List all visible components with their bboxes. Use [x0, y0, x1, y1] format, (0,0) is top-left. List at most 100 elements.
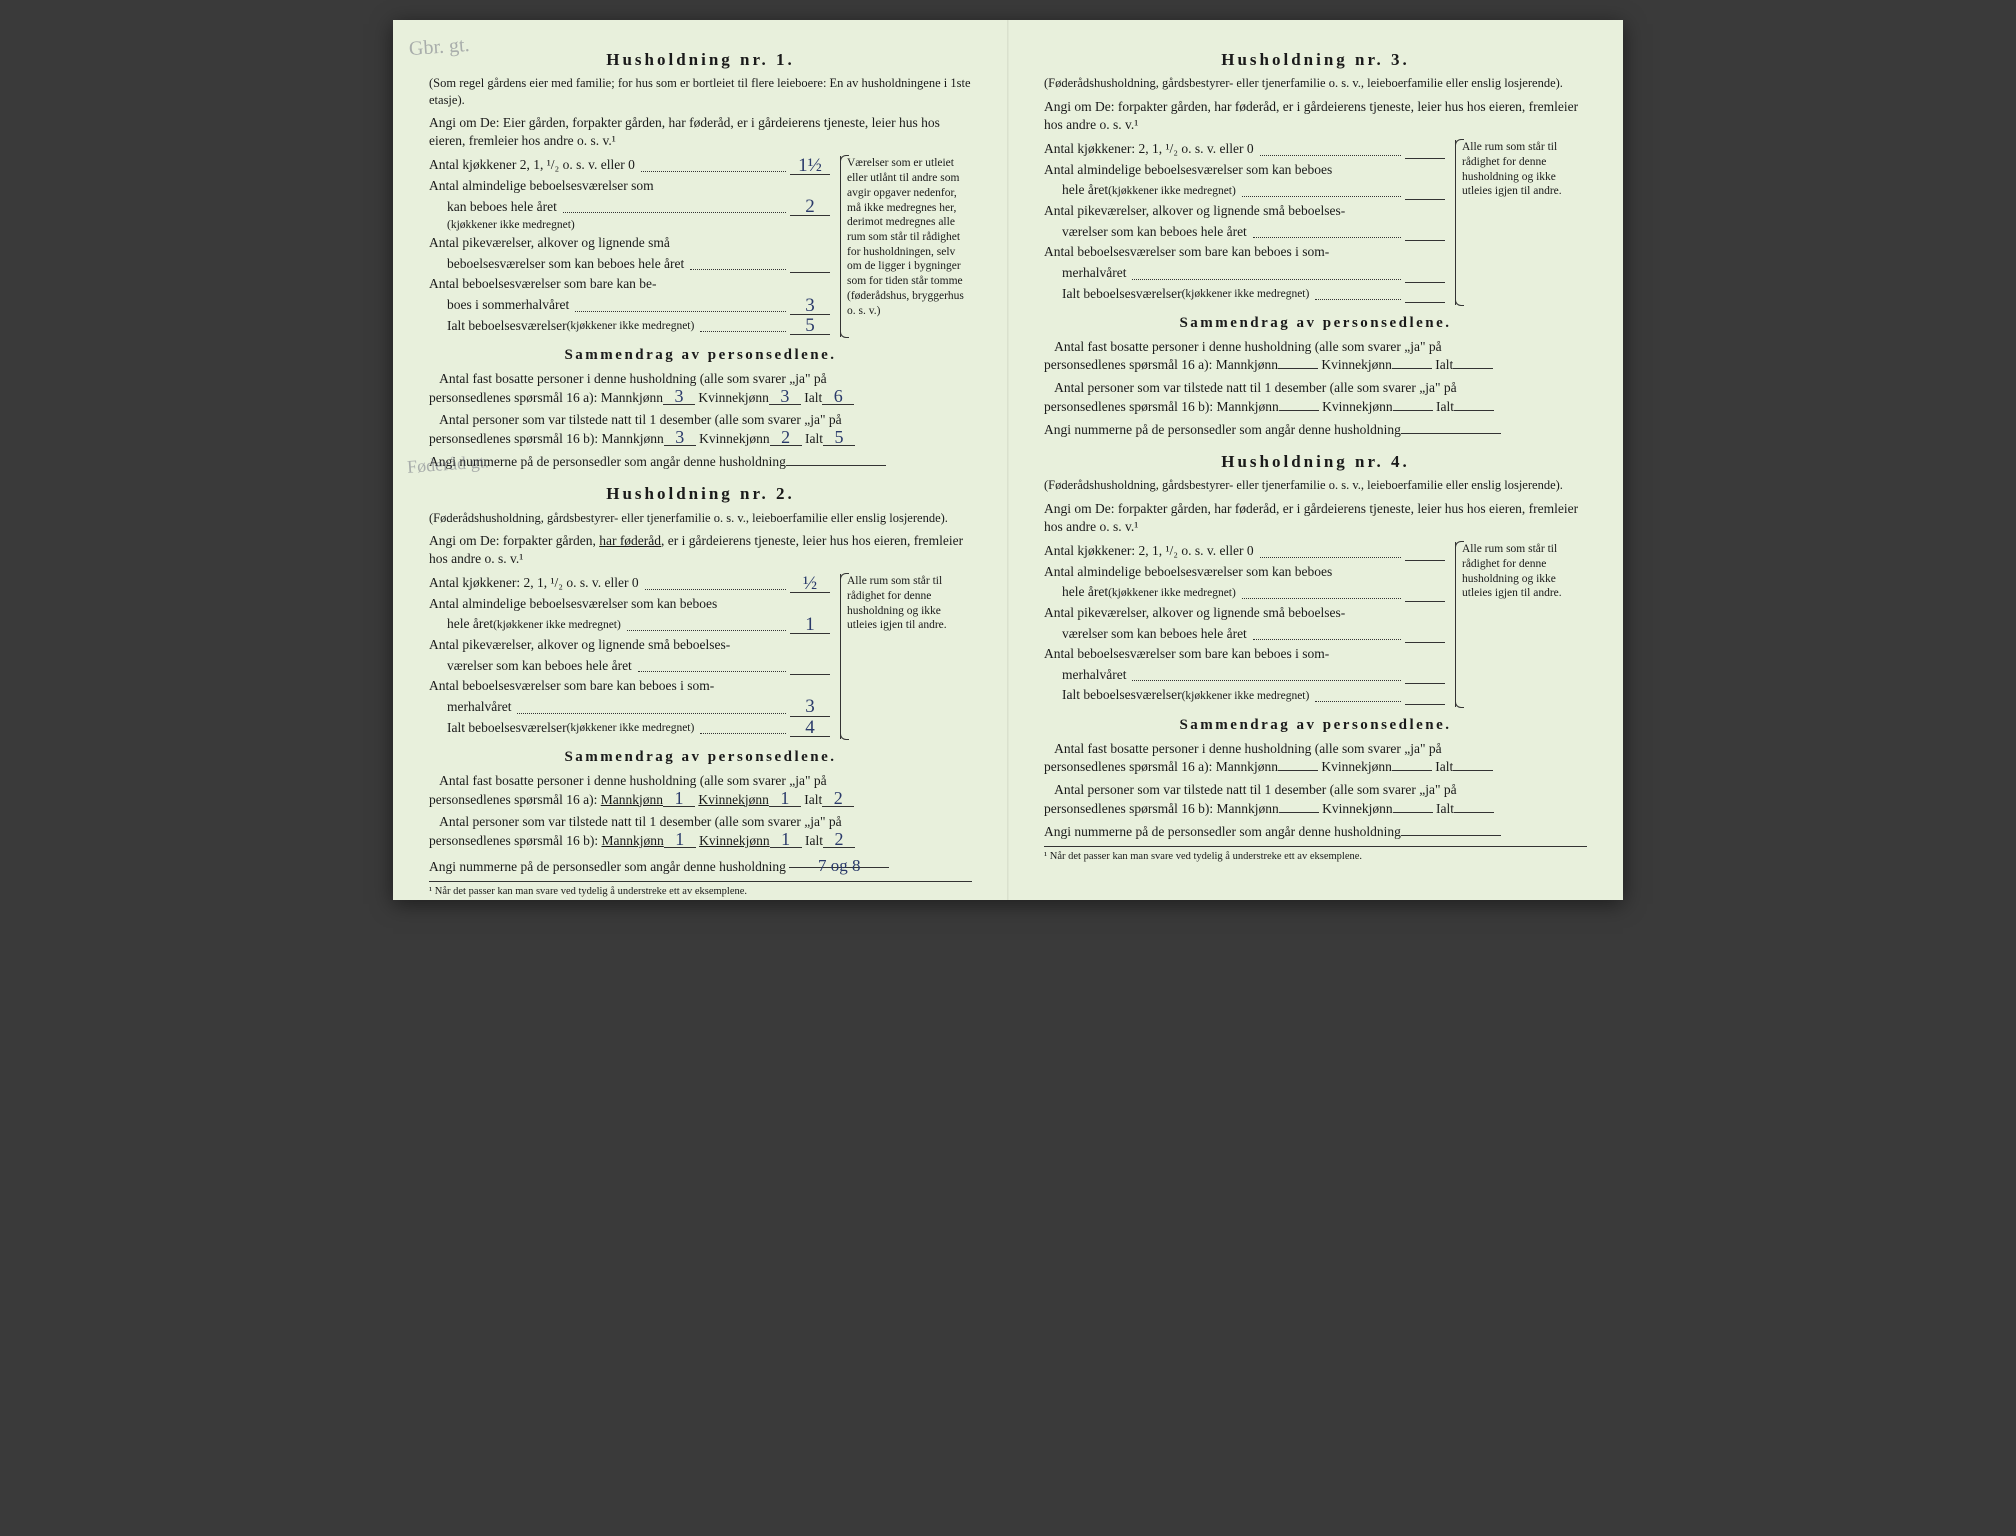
h4-questions-block: Antal kjøkkener: 2, 1, ¹/₂ o. s. v. elle…: [1044, 542, 1587, 707]
q-sum2a: Antal beboelsesværelser som bare kan beb…: [429, 677, 714, 696]
lt4a: Antal personer som var tilstede natt til…: [1054, 782, 1457, 797]
q-pike2b: værelser som kan beboes hele året: [447, 657, 632, 676]
angi-label: Angi om De:: [429, 115, 500, 130]
h3-16a-k: [1392, 368, 1432, 369]
l2b: personsedlenes spørsmål 16 a):: [429, 792, 597, 807]
l2a: Antal fast bosatte personer i denne hush…: [439, 773, 827, 788]
h3-16b-k: [1393, 410, 1433, 411]
li4: Ialt: [1435, 759, 1453, 774]
h2-nums-val: 7 og 8: [789, 854, 889, 868]
h1-nums-val: [786, 452, 886, 466]
left-page: Gbr. gt. Husholdning nr. 1. (Som regel g…: [393, 20, 1008, 900]
lk4: Kvinnekjønn: [1321, 759, 1392, 774]
angi-label3: Angi om De:: [1044, 99, 1115, 114]
h2-ans-summer: 3: [790, 698, 830, 716]
h1-ans-total: 5: [790, 317, 830, 335]
h1-title: Husholdning nr. 1.: [429, 48, 972, 71]
angi-label4: Angi om De:: [1044, 501, 1115, 516]
h2-underlined: har føderåd: [599, 533, 661, 548]
lbl-kvinne2: Kvinnekjønn: [699, 431, 770, 446]
lt3a: Antal personer som var tilstede natt til…: [1054, 380, 1457, 395]
q-year-a: Antal almindelige beboelsesværelser som: [429, 177, 654, 196]
h3-16b-m: [1279, 410, 1319, 411]
h1-instr-text: Eier gården, forpakter gården, har føder…: [429, 115, 940, 148]
pencil-annotation-top: Gbr. gt.: [408, 32, 470, 64]
h1-16b: Antal personer som var tilstede natt til…: [429, 411, 972, 448]
q-year-b: kan beboes hele året: [447, 198, 557, 217]
h4-subtitle: (Føderådshusholdning, gårdsbestyrer- ell…: [1044, 477, 1587, 493]
q-summer-a: Antal beboelsesværelser som bare kan be-: [429, 275, 657, 294]
kn6: (kjøkkener ikke medregnet): [1108, 586, 1236, 602]
li2: Ialt: [804, 792, 822, 807]
lm2: Mannkjønn: [601, 792, 663, 807]
h4-16a-k: [1392, 770, 1432, 771]
dots: [641, 171, 786, 172]
lbl-ialt: Ialt: [804, 390, 822, 405]
h1-16a-k: 3: [769, 389, 801, 405]
h4-ans-year: [1405, 601, 1445, 602]
h2-title: Husholdning nr. 2.: [429, 482, 972, 505]
dots: [638, 671, 786, 672]
q-kitchens4: Antal kjøkkener: 2, 1, ¹/₂ o. s. v. elle…: [1044, 542, 1254, 561]
q-kitchens: Antal kjøkkener 2, 1, ¹/₂ o. s. v. eller…: [429, 156, 635, 175]
h1-sammen-title: Sammendrag av personsedlene.: [429, 345, 972, 366]
angi-label2: Angi om De:: [429, 533, 500, 548]
h3-nums: Angi nummerne på de personsedler som ang…: [1044, 420, 1587, 440]
lbl-mann2: Mannkjønn: [601, 431, 663, 446]
dots: [1253, 639, 1401, 640]
lm3b: Mannkjønn: [1216, 399, 1278, 414]
h2-questions-block: Antal kjøkkener: 2, 1, ¹/₂ o. s. v. elle…: [429, 574, 972, 739]
q-ialt3: Ialt beboelsesværelser: [1062, 285, 1182, 304]
q-pike3b: værelser som kan beboes hele året: [1062, 223, 1247, 242]
q-year3b: hele året: [1062, 181, 1108, 200]
q-summer-b: boes i sommerhalvåret: [447, 296, 569, 315]
h3-16a-i: [1453, 368, 1493, 369]
h1-subtitle: (Som regel gårdens eier med familie; for…: [429, 75, 972, 108]
lbl-16a-a: Antal fast bosatte personer i denne hush…: [439, 371, 827, 386]
ln4: Angi nummerne på de personsedler som ang…: [1044, 824, 1401, 839]
h2-instruction: Angi om De: forpakter gården, har føderå…: [429, 532, 972, 568]
h3-ans-total: [1405, 302, 1445, 303]
kn3: (kjøkkener ikke medregnet): [567, 721, 695, 737]
lbl-16a-b: personsedlenes spørsmål 16 a):: [429, 390, 597, 405]
h3-16b: Antal personer som var tilstede natt til…: [1044, 379, 1587, 416]
h4-instruction: Angi om De: forpakter gården, har føderå…: [1044, 500, 1587, 536]
dots: [563, 212, 786, 213]
dots: [1260, 557, 1401, 558]
q-sum4b: merhalvåret: [1062, 666, 1126, 685]
h2-16b-i: 2: [823, 832, 855, 848]
q-sum3a: Antal beboelsesværelser som bare kan beb…: [1044, 243, 1329, 262]
h1-ans-kitchens: 1½: [790, 157, 830, 175]
h4-16b-i: [1454, 812, 1494, 813]
kn5: (kjøkkener ikke medregnet): [1182, 287, 1310, 303]
lm4: Mannkjønn: [1216, 759, 1278, 774]
h2-sammen-title: Sammendrag av personsedlene.: [429, 747, 972, 768]
h1-16a: Antal fast bosatte personer i denne hush…: [429, 370, 972, 407]
q-year4b: hele året: [1062, 583, 1108, 602]
dots: [690, 269, 786, 270]
q-kitchens3: Antal kjøkkener: 2, 1, ¹/₂ o. s. v. elle…: [1044, 140, 1254, 159]
kjokk-note: (kjøkkener ikke medregnet): [429, 218, 830, 234]
h1-instruction: Angi om De: Eier gården, forpakter gårde…: [429, 114, 972, 150]
dots: [517, 713, 786, 714]
q-pike4b: værelser som kan beboes hele året: [1062, 625, 1247, 644]
q-year2a: Antal almindelige beboelsesværelser som …: [429, 595, 717, 614]
li4b: Ialt: [1436, 801, 1454, 816]
ln2: Angi nummerne på de personsedler som ang…: [429, 859, 786, 874]
h3-questions-block: Antal kjøkkener: 2, 1, ¹/₂ o. s. v. elle…: [1044, 140, 1587, 305]
q-year4a: Antal almindelige beboelsesværelser som …: [1044, 563, 1332, 582]
h4-ans-pike: [1405, 642, 1445, 643]
h3-ans-kitchens: [1405, 158, 1445, 159]
h2-subtitle: (Føderådshusholdning, gårdsbestyrer- ell…: [429, 510, 972, 526]
h3-16a-m: [1278, 368, 1318, 369]
lk2b: Kvinnekjønn: [699, 833, 770, 848]
q-pike3a: Antal pikeværelser, alkover og lignende …: [1044, 202, 1345, 221]
h2-16a-m: 1: [663, 791, 695, 807]
kn2: (kjøkkener ikke medregnet): [493, 618, 621, 634]
h4-16b-m: [1279, 812, 1319, 813]
document-spread: Gbr. gt. Husholdning nr. 1. (Som regel g…: [393, 20, 1623, 900]
lm2b: Mannkjønn: [601, 833, 663, 848]
dots: [1315, 299, 1401, 300]
sidenote-3: Alle rum som står til rådighet for denne…: [1455, 140, 1587, 305]
h1-16a-i: 6: [822, 389, 854, 405]
